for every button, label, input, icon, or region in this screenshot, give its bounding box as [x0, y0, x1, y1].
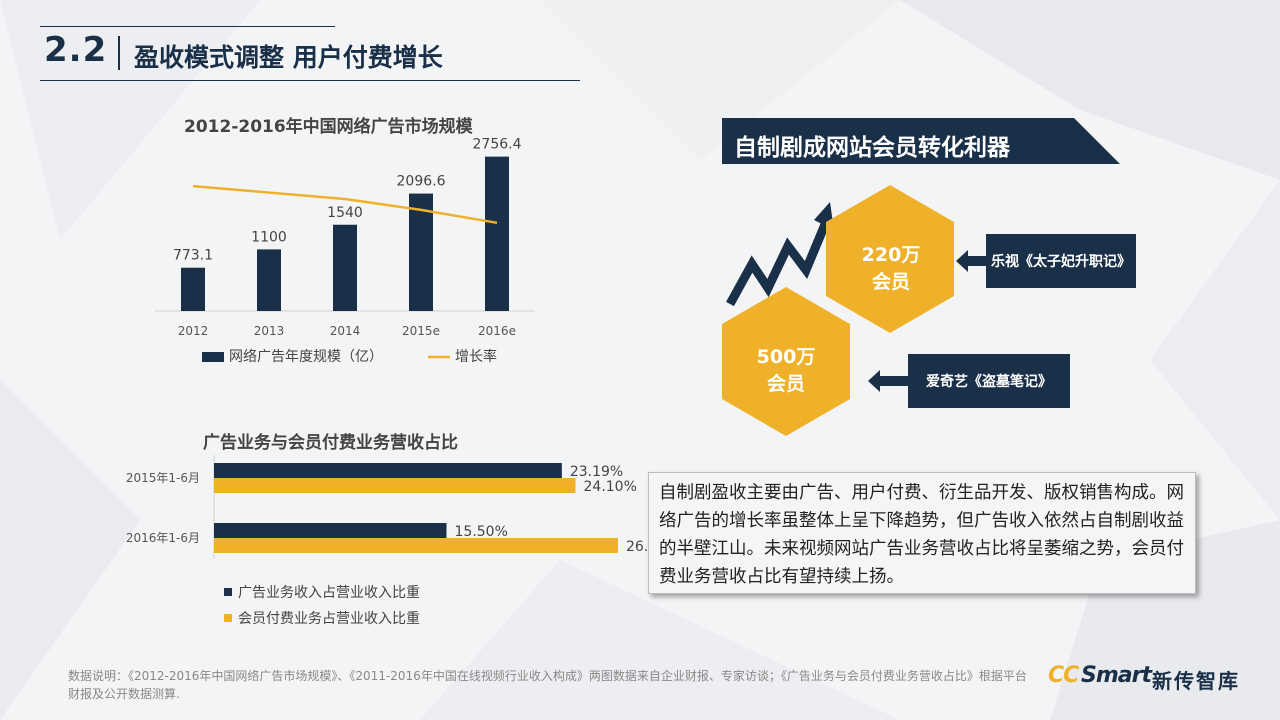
legend-swatch-ad	[224, 588, 232, 596]
growth-rate-line	[192, 184, 498, 225]
logo-cc: CC	[1048, 663, 1079, 688]
legend-swatch-bars	[202, 352, 224, 362]
y-tick-label: 2016年1-6月	[126, 531, 200, 545]
header-bottom-line	[40, 80, 580, 81]
bar-2015e	[409, 193, 433, 311]
revenue-share-chart: 2015年1-6月23.19%24.10%2016年1-6月15.50%26.9…	[126, 455, 679, 627]
logo-text: 新传智库	[1152, 669, 1240, 693]
legend-swatch-member	[224, 614, 232, 622]
hbar-label-member-0: 24.10%	[584, 479, 637, 495]
banner-background	[722, 118, 1120, 164]
hex2-label: 500万 会员	[731, 344, 841, 398]
section-divider	[118, 36, 120, 70]
bar-2016e	[485, 156, 509, 311]
chart2-title: 广告业务与会员付费业务营收占比	[203, 433, 458, 453]
arrow-left-icon	[868, 370, 910, 392]
logo-smart: Smart	[1081, 663, 1152, 688]
y-tick-label: 2015年1-6月	[126, 471, 200, 485]
x-tick-2014: 2014	[330, 324, 361, 338]
legend-label-ad: 广告业务收入占营业收入比重	[238, 585, 420, 601]
footer-note: 数据说明：《2012-2016年中国网络广告市场规模》、《2011-2016年中…	[68, 669, 1027, 701]
legend-label-member: 会员付费业务占营业收入比重	[238, 611, 420, 627]
hex2-unit: 会员	[766, 373, 805, 395]
legend-label-bars: 网络广告年度规模（亿）	[229, 349, 383, 365]
bar-label-2015e: 2096.6	[397, 174, 446, 190]
x-tick-2016e: 2016e	[478, 324, 516, 338]
hbar-label-ad-1: 15.50%	[455, 524, 508, 540]
chart1-title: 2012-2016年中国网络广告市场规模	[184, 117, 473, 137]
bar-2012	[181, 267, 205, 311]
header-top-line	[40, 26, 335, 27]
hbar-label-ad-0: 23.19%	[570, 464, 623, 480]
x-tick-2015e: 2015e	[402, 324, 440, 338]
hbar-ad-0	[214, 463, 562, 478]
x-tick-2012: 2012	[178, 324, 209, 338]
bar-label-2012: 773.1	[173, 248, 213, 264]
bar-label-2016e: 2756.4	[473, 137, 522, 153]
box-iqiyi: 爱奇艺《盗墓笔记》	[908, 354, 1070, 408]
hexagon-upper	[826, 185, 954, 333]
hexagon-lower	[722, 287, 850, 436]
growth-arrow-icon	[726, 220, 831, 307]
box-leshi: 乐视《太子妃升职记》	[986, 234, 1136, 288]
bar-label-2013: 1100	[251, 229, 287, 245]
banner-title: 自制剧成网站会员转化利器	[734, 135, 1010, 161]
hex2-value: 500万	[756, 346, 816, 368]
bar-2014	[333, 224, 357, 311]
bar-label-2014: 1540	[327, 205, 363, 221]
growth-hexagons	[722, 185, 954, 436]
hbar-ad-1	[214, 523, 447, 538]
legend-label-line: 增长率	[455, 348, 497, 365]
bar-2013	[257, 249, 281, 311]
ad-market-size-chart: 773.1 2012 1100 2013 1540 2014 2096.6 2015e 2756…	[155, 137, 535, 365]
hex1-unit: 会员	[871, 271, 910, 293]
hex1-value: 220万	[861, 244, 921, 266]
section-number: 2.2	[44, 30, 108, 70]
hbar-member-0	[214, 478, 576, 493]
arrow-left-icon	[956, 250, 986, 272]
page-title: 盈收模式调整 用户付费增长	[134, 43, 443, 72]
description-box: 自制剧盈收主要由广告、用户付费、衍生品开发、版权销售构成。网络广告的增长率虽整体…	[648, 472, 1196, 594]
hbar-member-1	[214, 538, 618, 553]
hex1-label: 220万 会员	[836, 242, 946, 296]
x-tick-2013: 2013	[254, 324, 285, 338]
